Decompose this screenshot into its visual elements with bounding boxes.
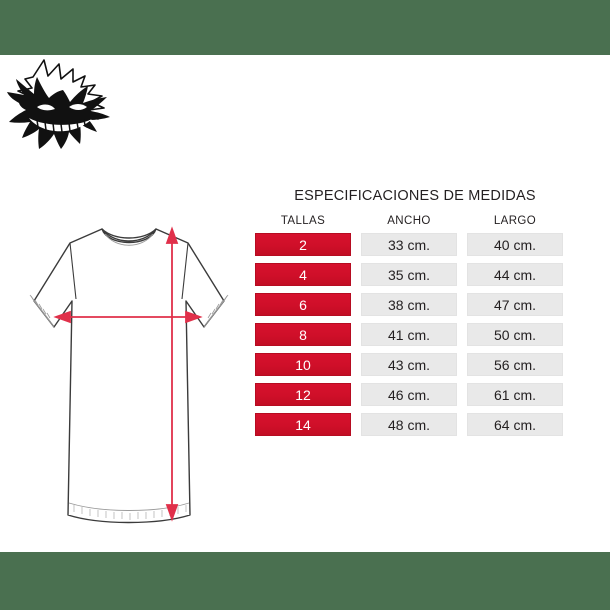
cell-talla: 10 [255, 353, 351, 376]
measurements-table: ESPECIFICACIONES DE MEDIDAS TALLAS ANCHO… [255, 188, 575, 443]
cell-ancho: 33 cm. [361, 233, 457, 256]
cell-ancho: 43 cm. [361, 353, 457, 376]
table-row: 2 33 cm. 40 cm. [255, 233, 575, 256]
column-header-largo: LARGO [493, 215, 537, 227]
letterbox-band-bottom [0, 552, 610, 610]
column-header-tallas: TALLAS [280, 215, 326, 227]
cell-largo: 64 cm. [467, 413, 563, 436]
content-canvas: ESPECIFICACIONES DE MEDIDAS TALLAS ANCHO… [0, 55, 610, 552]
table-row: 10 43 cm. 56 cm. [255, 353, 575, 376]
tshirt-measurement-diagram [18, 215, 240, 535]
cell-largo: 47 cm. [467, 293, 563, 316]
cell-talla: 8 [255, 323, 351, 346]
cell-largo: 44 cm. [467, 263, 563, 286]
cell-ancho: 38 cm. [361, 293, 457, 316]
table-row: 12 46 cm. 61 cm. [255, 383, 575, 406]
letterbox-band-top [0, 0, 610, 55]
table-row: 8 41 cm. 50 cm. [255, 323, 575, 346]
table-row: 14 48 cm. 64 cm. [255, 413, 575, 436]
cell-talla: 12 [255, 383, 351, 406]
cell-talla: 2 [255, 233, 351, 256]
gengar-silhouette-logo [3, 55, 121, 163]
cell-talla: 6 [255, 293, 351, 316]
cell-largo: 56 cm. [467, 353, 563, 376]
cell-largo: 61 cm. [467, 383, 563, 406]
chart-title: ESPECIFICACIONES DE MEDIDAS [294, 188, 536, 204]
width-arrow [53, 310, 203, 324]
column-header-ancho: ANCHO [387, 215, 431, 227]
cell-largo: 50 cm. [467, 323, 563, 346]
cell-ancho: 35 cm. [361, 263, 457, 286]
table-row: 6 38 cm. 47 cm. [255, 293, 575, 316]
cell-ancho: 46 cm. [361, 383, 457, 406]
cell-ancho: 41 cm. [361, 323, 457, 346]
cell-talla: 4 [255, 263, 351, 286]
cell-ancho: 48 cm. [361, 413, 457, 436]
cell-talla: 14 [255, 413, 351, 436]
table-header-row: TALLAS ANCHO LARGO [255, 215, 575, 227]
cell-largo: 40 cm. [467, 233, 563, 256]
length-arrow [165, 226, 179, 522]
table-row: 4 35 cm. 44 cm. [255, 263, 575, 286]
